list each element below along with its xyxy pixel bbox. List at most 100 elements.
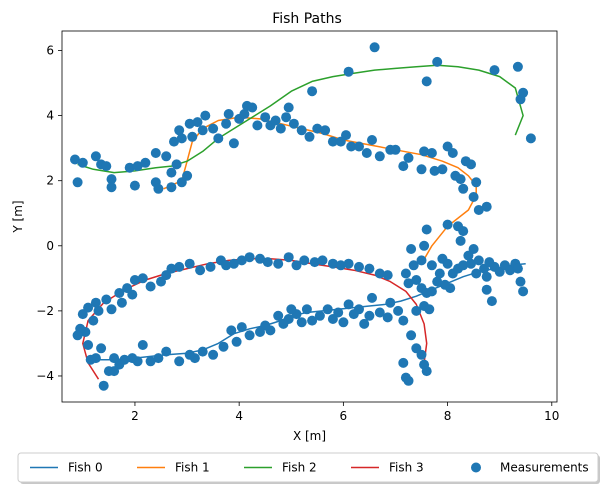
x-tick-label: 4	[235, 409, 243, 423]
measurement-point	[288, 118, 299, 129]
measurement-point	[411, 305, 422, 316]
measurement-point	[327, 258, 338, 269]
measurement-point	[90, 297, 101, 308]
measurement-point	[283, 252, 294, 263]
measurement-point	[343, 258, 354, 269]
measurement-point	[228, 138, 239, 149]
measurement-point	[83, 340, 94, 350]
measurement-point	[447, 148, 458, 158]
measurement-point	[419, 240, 430, 251]
measurement-point	[489, 65, 500, 76]
measurement-point	[208, 123, 219, 134]
measurement-point	[301, 304, 312, 315]
measurement-point	[169, 136, 179, 147]
measurement-point	[85, 354, 96, 365]
measurement-point	[116, 297, 127, 308]
measurement-point	[96, 343, 107, 354]
measurement-point	[137, 273, 148, 284]
measurement-point	[445, 283, 456, 294]
measurement-point	[458, 226, 469, 237]
measurement-point	[129, 180, 140, 191]
measurement-point	[114, 288, 125, 298]
measurement-point	[442, 219, 453, 230]
measurement-point	[473, 255, 484, 266]
measurement-point	[236, 255, 247, 266]
measurement-point	[228, 258, 239, 269]
measurement-point	[359, 318, 370, 329]
x-tick-label: 6	[340, 409, 348, 423]
measurement-point	[429, 165, 440, 176]
measurement-point	[406, 244, 417, 254]
measurement-point	[223, 109, 234, 119]
measurement-point	[341, 130, 351, 141]
y-tick-label: −2	[36, 304, 54, 318]
measurement-point	[364, 263, 375, 274]
measurement-point	[398, 357, 409, 368]
measurement-point	[398, 315, 409, 326]
measurement-point	[468, 192, 479, 202]
measurement-point	[200, 110, 211, 121]
measurement-point	[291, 260, 302, 271]
measurement-point	[327, 136, 338, 147]
measurement-point	[382, 270, 393, 281]
measurement-point	[244, 252, 255, 263]
measurement-point	[187, 131, 198, 142]
measurement-point	[424, 304, 435, 315]
measurement-point	[247, 102, 258, 113]
measurement-point	[354, 141, 364, 152]
measurement-point	[426, 260, 437, 271]
measurement-point	[393, 305, 404, 316]
measurement-point	[512, 61, 523, 72]
measurement-point	[304, 131, 315, 142]
measurement-point	[153, 353, 164, 364]
legend-label-fish-0: Fish 0	[68, 461, 103, 475]
measurement-point	[252, 120, 263, 131]
measurement-point	[463, 250, 474, 261]
y-tick-label: −4	[36, 369, 54, 383]
measurement-point	[455, 174, 466, 185]
y-tick-label: 0	[46, 239, 54, 253]
measurement-point	[98, 380, 109, 391]
measurement-point	[150, 148, 161, 158]
measurement-point	[403, 152, 414, 163]
measurement-point	[153, 183, 164, 194]
measurement-point	[416, 255, 427, 266]
measurement-point	[416, 164, 427, 175]
measurement-point	[166, 167, 177, 178]
measurement-point	[369, 42, 380, 53]
legend-marker-measurements	[471, 462, 481, 473]
measurement-point	[226, 325, 237, 336]
measurement-point	[432, 56, 443, 67]
measurement-point	[343, 66, 354, 77]
measurement-point	[221, 260, 232, 271]
legend-label-fish-3: Fish 3	[389, 461, 424, 475]
measurement-point	[322, 304, 333, 315]
measurement-point	[166, 263, 177, 274]
measurement-point	[307, 315, 318, 326]
measurement-point	[192, 117, 203, 128]
measurement-point	[262, 257, 273, 268]
measurement-point	[486, 296, 497, 307]
measurement-point	[221, 118, 232, 129]
measurement-point	[348, 309, 359, 320]
measurement-point	[466, 258, 476, 269]
legend-label-fish-2: Fish 2	[282, 461, 317, 475]
measurement-point	[83, 302, 94, 313]
measurement-point	[77, 157, 88, 168]
plot-content	[70, 42, 536, 391]
measurement-point	[244, 330, 255, 341]
measurement-point	[182, 170, 193, 181]
measurement-point	[403, 375, 414, 386]
measurement-point	[93, 305, 104, 316]
x-tick-label: 10	[544, 409, 559, 423]
measurement-point	[184, 349, 195, 360]
measurement-point	[90, 151, 101, 162]
measurement-point	[106, 174, 117, 185]
measurement-point	[278, 318, 289, 329]
measurement-point	[421, 76, 432, 87]
measurement-point	[518, 286, 529, 297]
measurement-point	[309, 257, 320, 268]
measurement-point	[327, 314, 338, 324]
measurement-point	[106, 182, 117, 193]
